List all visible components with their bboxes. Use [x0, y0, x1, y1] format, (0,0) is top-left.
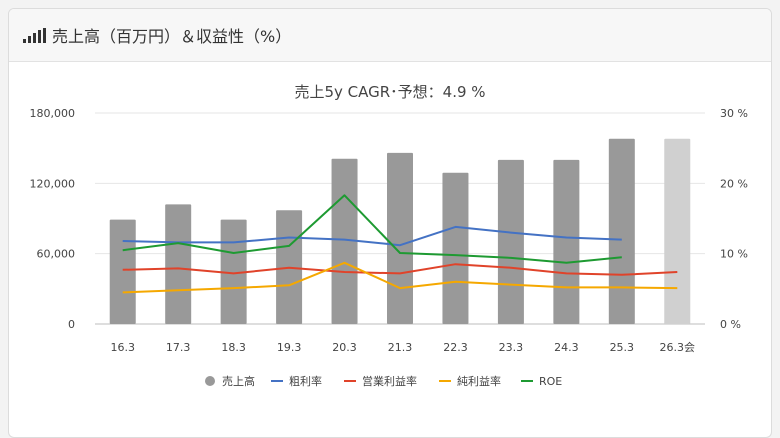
y-left-tick-label: 60,000	[37, 248, 76, 261]
x-tick-label: 20.3	[332, 341, 357, 354]
y-left-tick-label: 0	[68, 318, 75, 331]
y-right-tick-label: 10 %	[720, 248, 748, 261]
legend-item: 営業利益率	[344, 374, 417, 388]
legend-item: ROE	[521, 375, 562, 388]
x-tick-label: 26.3会	[660, 341, 696, 354]
x-tick-label: 16.3	[110, 341, 135, 354]
legend-item: 売上高	[205, 374, 255, 388]
y-left-tick-label: 120,000	[30, 177, 76, 190]
bar	[497, 159, 524, 324]
line-営業利益率	[122, 263, 678, 276]
bar	[608, 138, 635, 324]
x-tick-label: 19.3	[277, 341, 302, 354]
x-tick-label: 25.3	[610, 341, 635, 354]
line-ROE	[122, 194, 622, 264]
legend-label: 純利益率	[457, 374, 501, 388]
bar	[109, 219, 136, 324]
legend-item: 純利益率	[439, 374, 501, 388]
bar	[442, 172, 469, 324]
card-header: 売上高（百万円）＆収益性（%）	[9, 9, 771, 62]
bar	[553, 159, 580, 324]
bar	[220, 219, 247, 324]
line-純利益率	[122, 261, 678, 294]
y-right-tick-label: 20 %	[720, 177, 748, 190]
chart-title: 売上5y CAGR･予想：4.9 %	[294, 83, 485, 101]
x-tick-label: 24.3	[554, 341, 579, 354]
y-left-tick-label: 180,000	[30, 107, 76, 120]
combo-chart: 売上5y CAGR･予想：4.9 % 0 60,000 120,000 180,000…	[30, 83, 748, 388]
line-series	[122, 194, 678, 294]
axes: 0 60,000 120,000 180,000 0 % 10 % 20 % 30 % 16.3…	[30, 107, 748, 354]
x-tick-label: 17.3	[166, 341, 191, 354]
bar	[165, 204, 192, 324]
signal-bars-icon	[23, 27, 46, 43]
legend-swatch	[205, 376, 215, 386]
legend-label: 営業利益率	[362, 374, 417, 388]
y-right-tick-label: 0 %	[720, 318, 741, 331]
x-tick-label: 21.3	[388, 341, 413, 354]
line-粗利率	[122, 225, 622, 247]
card-title: 売上高（百万円）＆収益性（%）	[52, 27, 292, 46]
bar	[387, 152, 413, 324]
bar-series	[109, 138, 691, 324]
x-tick-label: 22.3	[443, 341, 468, 354]
legend: 売上高 粗利率 営業利益率 純利益率 ROE	[205, 374, 562, 388]
bar	[664, 138, 691, 324]
y-right-tick-label: 30 %	[720, 107, 748, 120]
x-tick-label: 23.3	[499, 341, 524, 354]
legend-item: 粗利率	[271, 374, 322, 388]
legend-label: ROE	[539, 375, 562, 388]
legend-label: 売上高	[222, 374, 255, 388]
x-tick-label: 18.3	[221, 341, 246, 354]
legend-label: 粗利率	[289, 374, 322, 388]
